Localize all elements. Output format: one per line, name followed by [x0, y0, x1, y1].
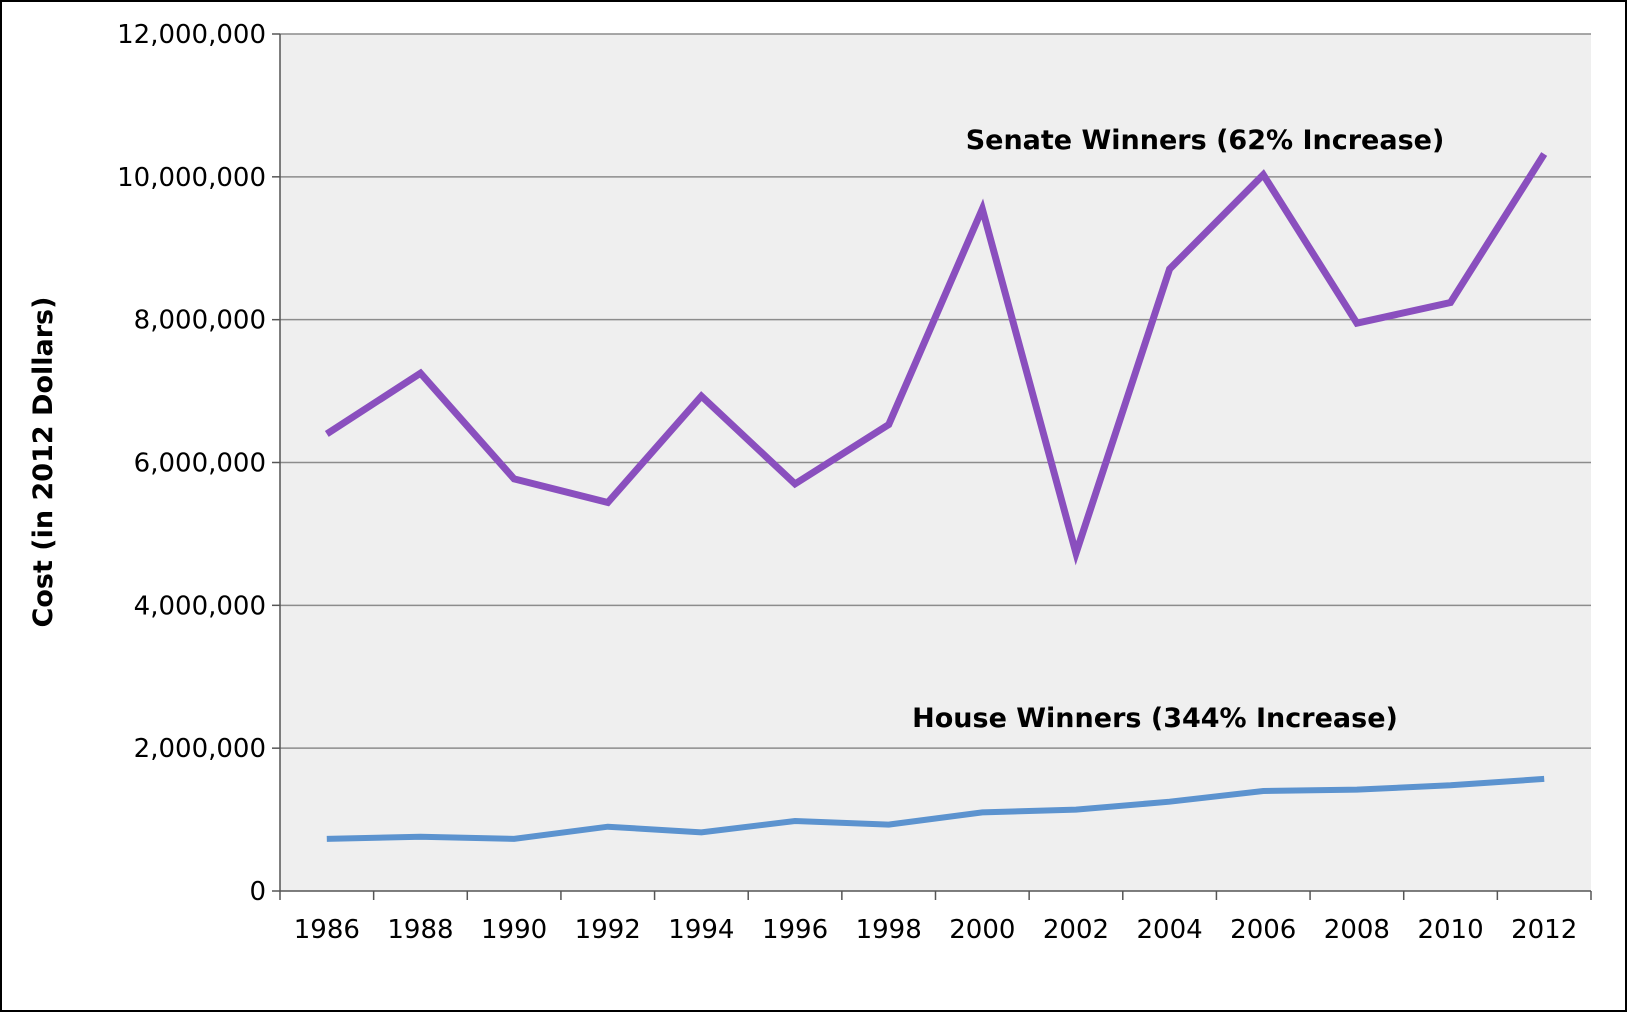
data-point-house — [511, 836, 517, 842]
data-point-house — [417, 834, 423, 840]
x-tick-label: 2010 — [1417, 915, 1483, 945]
data-point-house — [324, 836, 330, 842]
x-tick-label: 1998 — [856, 915, 922, 945]
x-tick-label: 2004 — [1137, 915, 1203, 945]
data-point-senate — [1073, 550, 1079, 556]
x-tick-label: 1996 — [762, 915, 828, 945]
data-point-senate — [511, 476, 517, 482]
data-point-house — [1073, 807, 1079, 813]
data-point-house — [1354, 787, 1360, 793]
data-point-house — [792, 818, 798, 824]
series-line-senate — [324, 152, 1548, 566]
y-tick-label: 0 — [249, 877, 266, 907]
y-tick-label: 2,000,000 — [134, 734, 266, 764]
data-point-senate — [417, 370, 423, 376]
y-tick-label: 12,000,000 — [117, 20, 266, 50]
data-point-senate — [1167, 266, 1173, 272]
data-point-senate — [886, 422, 892, 428]
data-point-house — [886, 822, 892, 828]
data-point-house — [1167, 799, 1173, 805]
data-point-senate — [979, 206, 985, 212]
data-point-senate — [698, 393, 704, 399]
x-tick-label: 2002 — [1043, 915, 1109, 945]
x-tick-label: 1990 — [481, 915, 547, 945]
x-tick-label: 2006 — [1230, 915, 1296, 945]
data-point-house — [698, 829, 704, 835]
data-point-senate — [1260, 172, 1266, 178]
data-point-senate — [792, 481, 798, 487]
house-series-label: House Winners (344% Increase) — [912, 703, 1398, 734]
y-tick-label: 4,000,000 — [134, 591, 266, 621]
data-point-house — [605, 824, 611, 830]
x-tick-label: 1994 — [668, 915, 734, 945]
senate-series-label: Senate Winners (62% Increase) — [966, 125, 1445, 156]
data-point-senate — [1541, 151, 1547, 157]
data-point-senate — [605, 499, 611, 505]
x-tick-label: 1988 — [387, 915, 453, 945]
series-lines — [324, 151, 1548, 842]
x-tick-label: 2008 — [1324, 915, 1390, 945]
x-tick-label: 2012 — [1511, 915, 1577, 945]
data-point-senate — [1448, 300, 1454, 306]
y-tick-label: 10,000,000 — [117, 163, 266, 193]
x-tick-labels: 1986 1988 1990 1992 1994 1996 1998 2000 2002 2004… — [294, 915, 1578, 945]
data-point-senate — [324, 431, 330, 437]
series-line-house — [326, 775, 1545, 842]
axes — [272, 33, 1592, 900]
data-point-house — [979, 809, 985, 815]
data-point-house — [1260, 788, 1266, 794]
y-axis-label: Cost (in 2012 Dollars) — [28, 297, 59, 628]
x-tick-label: 2000 — [949, 915, 1015, 945]
data-point-senate — [1354, 320, 1360, 326]
y-tick-label: 6,000,000 — [134, 449, 266, 479]
x-tick-label: 1986 — [294, 915, 360, 945]
data-point-house — [1541, 776, 1547, 782]
data-point-house — [1448, 782, 1454, 788]
y-tick-labels: 0 2,000,000 4,000,000 6,000,000 8,000,000 10,… — [117, 20, 266, 907]
x-tick-label: 1992 — [575, 915, 641, 945]
y-tick-label: 8,000,000 — [134, 306, 266, 336]
